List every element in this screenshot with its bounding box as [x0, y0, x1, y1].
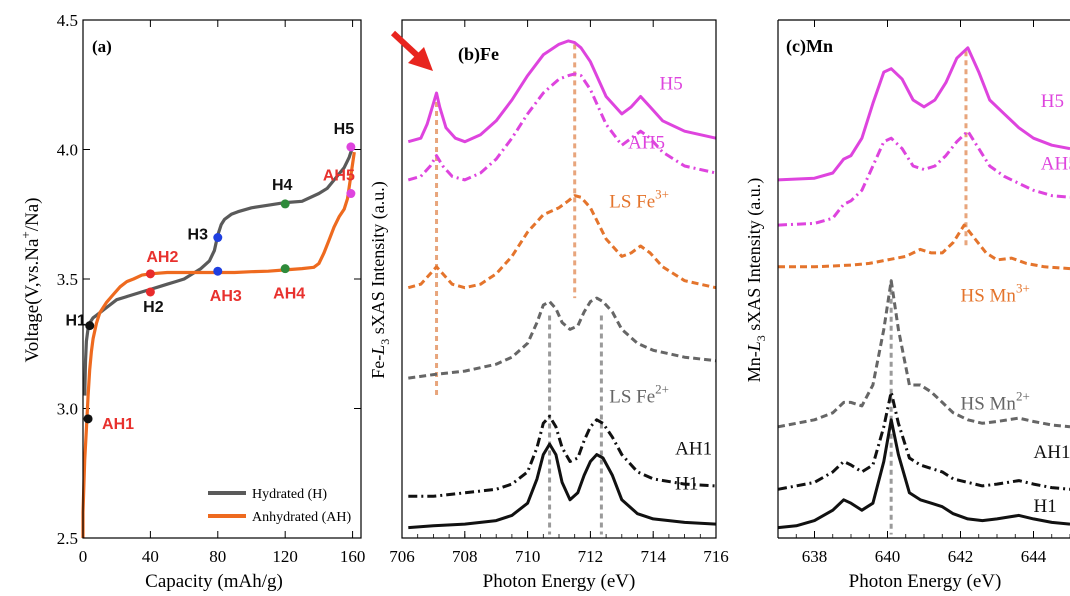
y-tick-label: 4.5: [57, 11, 78, 30]
panel-a-ticks: 0 40 80 120 160 2.5 3.0 3.5 4.0 4.5: [57, 11, 366, 566]
point-h1: [85, 321, 95, 331]
series-h5: [777, 46, 1070, 182]
panel-c: H5 AH5 HS Mn3+ HS Mn2+ AH1 H1 638 640 642 644 (c…: [744, 19, 1070, 592]
panel-b-ticks: 706 708 710 712 714 716: [389, 20, 729, 566]
point-label-ah5: AH5: [323, 168, 355, 185]
series-ah1: [408, 414, 717, 498]
x-tick-label: 706: [389, 547, 415, 566]
x-tick-label: 710: [515, 547, 541, 566]
series-label-hs-mn3-: HS Mn3+: [961, 281, 1030, 307]
x-tick-label: 80: [209, 547, 226, 566]
y-tick-label: 3.0: [57, 400, 78, 419]
x-tick-label: 708: [452, 547, 478, 566]
point-ah4: [280, 264, 290, 274]
x-tick-label: 638: [802, 547, 828, 566]
panel-b-ylabel: Fe-L3 sXAS Intensity (a.u.): [368, 181, 392, 379]
point-h4: [280, 199, 290, 209]
series-ah5: [407, 72, 717, 182]
point-ah3: [213, 266, 223, 276]
series-h5: [407, 39, 717, 144]
x-tick-label: 640: [875, 547, 901, 566]
series-ah5: [777, 129, 1070, 227]
point-h2: [145, 287, 155, 297]
series-label-ah5: AH5: [1041, 153, 1070, 174]
panel-a-series: [81, 146, 356, 538]
y-tick-label: 3.5: [57, 270, 78, 289]
point-ah1: [83, 414, 93, 424]
panel-a: 0 40 80 120 160 2.5 3.0 3.5 4.0 4.5 H1 H2 H3 H4 H5 AH1…: [18, 11, 365, 592]
panel-c-series-labels: H5 AH5 HS Mn3+ HS Mn2+ AH1 H1: [961, 91, 1070, 517]
point-h3: [213, 233, 223, 243]
panel-b-tag: (b)Fe: [458, 44, 499, 65]
series-h1: [777, 418, 1070, 530]
series-ls-fe2-: [408, 296, 717, 380]
series-h1: [408, 442, 717, 530]
panel-c-ylabel: Mn-L3 sXAS Intensity (a.u.): [744, 178, 768, 383]
point-label-h1: H1: [66, 313, 87, 330]
point-label-h4: H4: [272, 177, 293, 194]
legend-label-anhydrated: Anhydrated (AH): [252, 510, 351, 525]
panel-c-reference-lines: [889, 51, 968, 535]
series-label-ls-fe2-: LS Fe2+: [609, 381, 669, 407]
point-label-ah4: AH4: [273, 286, 305, 303]
point-label-h2: H2: [143, 299, 164, 316]
series-hs-mn3-: [778, 223, 1070, 271]
panel-a-xlabel: Capacity (mAh/g): [145, 571, 283, 592]
panel-b-series: [407, 39, 717, 530]
x-tick-label: 644: [1021, 547, 1047, 566]
x-tick-label: 642: [948, 547, 974, 566]
series-label-h5: H5: [659, 74, 682, 95]
x-tick-label: 40: [142, 547, 159, 566]
point-label-h3: H3: [188, 227, 209, 244]
point-label-h5: H5: [334, 121, 355, 138]
series-anhydrated: [81, 151, 356, 538]
series-label-h1: H1: [675, 473, 698, 494]
y-tick-label: 4.0: [57, 141, 78, 160]
panel-c-xlabel: Photon Energy (eV): [849, 571, 1002, 592]
series-label-ah1: AH1: [675, 439, 712, 460]
x-tick-label: 712: [578, 547, 604, 566]
series-label-ls-fe3-: LS Fe3+: [609, 187, 669, 213]
panel-a-ylabel: Voltage(V,vs.Na+/Na): [18, 198, 43, 363]
legend-label-hydrated: Hydrated (H): [252, 487, 327, 502]
x-tick-label: 716: [703, 547, 729, 566]
panel-b-series-labels: H5 AH5 LS Fe3+ LS Fe2+ AH1 H1: [609, 74, 712, 495]
x-tick-label: 0: [79, 547, 88, 566]
series-hs-mn2-: [777, 279, 1070, 429]
series-ah1: [777, 390, 1070, 491]
series-ls-fe3-: [407, 194, 717, 290]
point-h5: [346, 142, 356, 152]
panel-b: H5 AH5 LS Fe3+ LS Fe2+ AH1 H1 706 708 710 712 714…: [368, 19, 729, 592]
panel-b-xlabel: Photon Energy (eV): [483, 571, 636, 592]
series-label-ah5: AH5: [628, 133, 665, 154]
y-tick-label: 2.5: [57, 529, 78, 548]
panel-c-series: [777, 46, 1070, 530]
panel-b-frame: [401, 19, 717, 539]
panel-a-legend: Hydrated (H) Anhydrated (AH): [208, 487, 351, 525]
series-label-ah1: AH1: [1034, 442, 1070, 463]
red-arrow-icon: [390, 30, 433, 71]
point-ah2: [145, 269, 155, 279]
point-label-ah3: AH3: [210, 288, 242, 305]
point-label-ah1: AH1: [102, 416, 134, 433]
panel-a-tag: (a): [92, 37, 112, 56]
series-label-hs-mn2-: HS Mn2+: [961, 388, 1030, 414]
x-tick-label: 160: [340, 547, 366, 566]
series-label-h5: H5: [1041, 91, 1064, 112]
panel-b-reference-lines: [435, 44, 603, 535]
point-label-ah2: AH2: [146, 249, 178, 266]
panel-c-tag: (c)Mn: [786, 36, 833, 57]
x-tick-label: 714: [640, 547, 666, 566]
panel-a-markers: H1 H2 H3 H4 H5 AH1 AH2 AH3 AH4 AH5: [66, 121, 356, 433]
series-label-h1: H1: [1034, 496, 1057, 517]
x-tick-label: 120: [272, 547, 298, 566]
point-ah5: [346, 189, 356, 199]
panel-a-frame: [82, 19, 362, 539]
